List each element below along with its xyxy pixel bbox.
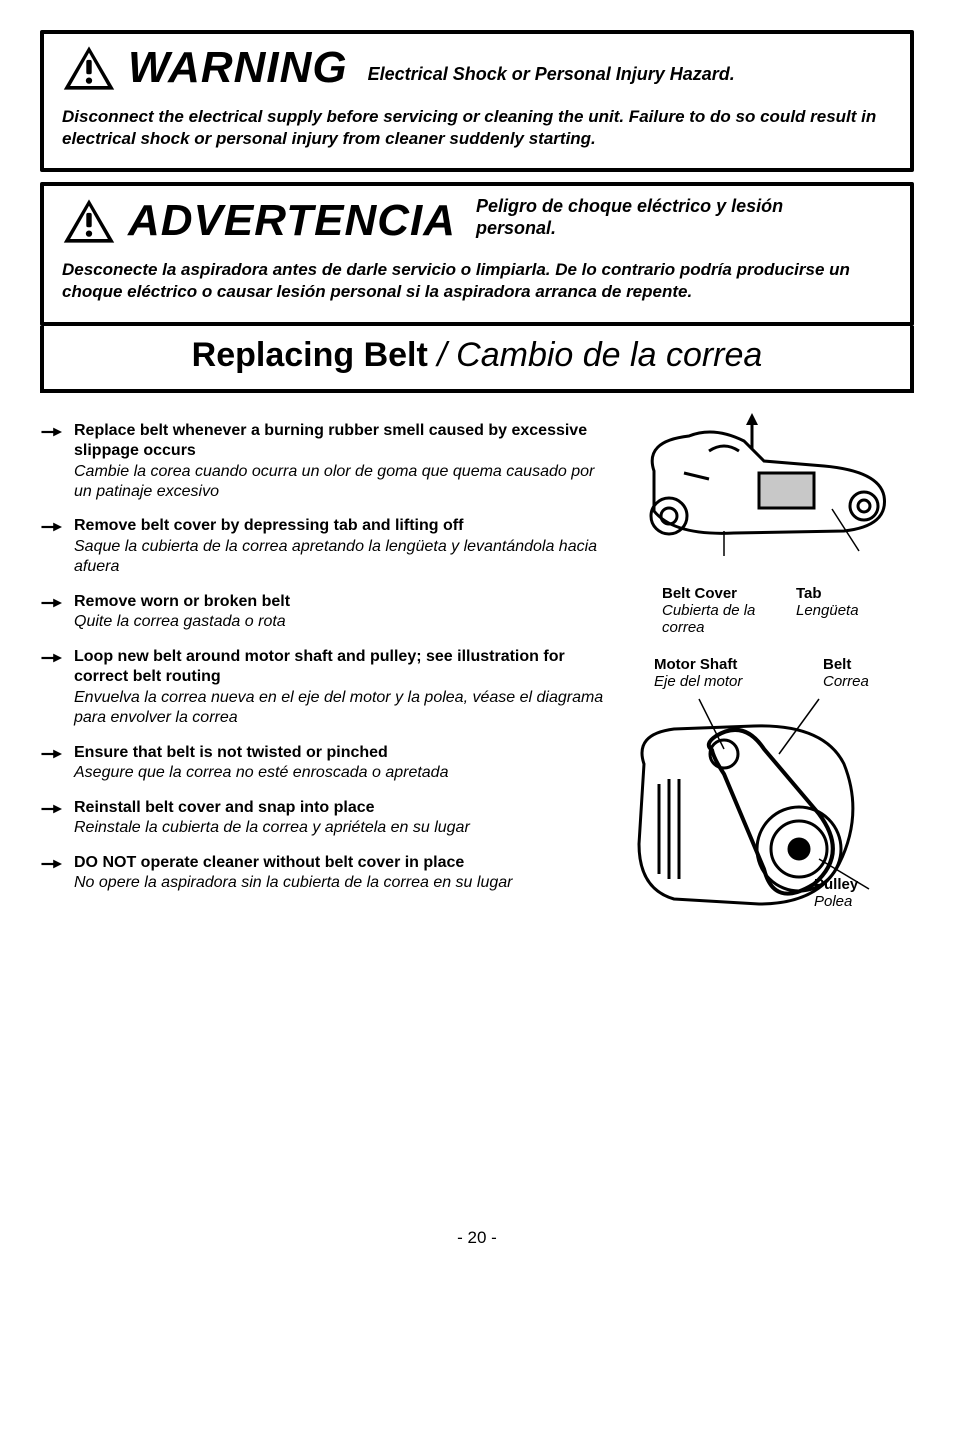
step-text: Ensure that belt is not twisted or pinch…	[74, 743, 448, 784]
warning-header: WARNING Electrical Shock or Personal Inj…	[62, 44, 892, 92]
belt-cover-diagram	[614, 411, 904, 581]
step-bold: DO NOT operate cleaner without belt cove…	[74, 853, 512, 873]
label-italic: Correa	[823, 673, 869, 690]
label-italic: Lengüeta	[796, 602, 859, 619]
label-bold: Pulley	[814, 876, 904, 893]
figures-column: Belt Cover Cubierta de la correa Tab Len…	[614, 411, 914, 978]
figure-belt-routing: Motor Shaft Eje del motor Belt Correa	[614, 656, 914, 958]
bullet-arrow-icon	[40, 856, 62, 872]
warning-subtitle-es: Peligro de choque eléctrico y lesión per…	[476, 196, 816, 239]
page: WARNING Electrical Shock or Personal Inj…	[0, 0, 954, 1278]
step-italic: No opere la aspiradora sin la cubierta d…	[74, 873, 512, 893]
step-text: DO NOT operate cleaner without belt cove…	[74, 853, 512, 894]
step-bold: Replace belt whenever a burning rubber s…	[74, 421, 604, 462]
step-italic: Asegure que la correa no esté enroscada …	[74, 763, 448, 783]
warning-body-es: Desconecte la aspiradora antes de darle …	[62, 259, 892, 303]
steps-column: Replace belt whenever a burning rubber s…	[40, 411, 604, 978]
section-title-bold: Replacing Belt	[192, 336, 428, 374]
step-bold: Reinstall belt cover and snap into place	[74, 798, 470, 818]
bullet-arrow-icon	[40, 595, 62, 611]
warning-title: WARNING	[128, 46, 348, 90]
page-number: - 20 -	[40, 1228, 914, 1248]
label-motor-shaft: Motor Shaft Eje del motor	[654, 656, 759, 690]
bullet-arrow-icon	[40, 746, 62, 762]
label-italic: Polea	[814, 893, 904, 910]
step-text: Reinstall belt cover and snap into place…	[74, 798, 470, 839]
step-italic: Envuelva la correa nueva en el eje del m…	[74, 688, 604, 729]
bullet-arrow-icon	[40, 424, 62, 440]
step-item: Loop new belt around motor shaft and pul…	[40, 647, 604, 729]
warning-title-es: ADVERTENCIA	[128, 199, 456, 243]
step-item: Replace belt whenever a burning rubber s…	[40, 421, 604, 503]
warning-triangle-icon	[62, 44, 116, 92]
warning-header-es: ADVERTENCIA Peligro de choque eléctrico …	[62, 196, 892, 245]
step-item: Remove worn or broken belt Quite la corr…	[40, 592, 604, 633]
bullet-arrow-icon	[40, 519, 62, 535]
step-bold: Remove belt cover by depressing tab and …	[74, 516, 604, 536]
label-bold: Belt Cover	[662, 585, 782, 602]
step-bold: Remove worn or broken belt	[74, 592, 290, 612]
label-belt-cover: Belt Cover Cubierta de la correa	[662, 585, 782, 636]
content-row: Replace belt whenever a burning rubber s…	[40, 411, 914, 978]
warning-body: Disconnect the electrical supply before …	[62, 106, 892, 150]
section-title-sep: /	[428, 336, 456, 374]
step-bold: Ensure that belt is not twisted or pinch…	[74, 743, 448, 763]
warning-box-es: ADVERTENCIA Peligro de choque eléctrico …	[40, 182, 914, 325]
warning-box-en: WARNING Electrical Shock or Personal Inj…	[40, 30, 914, 172]
label-italic: Eje del motor	[654, 673, 759, 690]
bullet-arrow-icon	[40, 801, 62, 817]
step-italic: Reinstale la cubierta de la correa y apr…	[74, 818, 470, 838]
warning-triangle-icon	[62, 197, 116, 245]
figure-belt-cover: Belt Cover Cubierta de la correa Tab Len…	[614, 411, 914, 636]
step-item: Remove belt cover by depressing tab and …	[40, 516, 604, 577]
label-bold: Belt	[823, 656, 869, 673]
step-italic: Saque la cubierta de la correa apretando…	[74, 537, 604, 578]
label-pulley: Pulley Polea	[814, 876, 904, 910]
section-title-italic: Cambio de la correa	[456, 336, 762, 374]
warning-subtitle: Electrical Shock or Personal Injury Haza…	[368, 64, 735, 86]
bullet-arrow-icon	[40, 650, 62, 666]
figure-top-labels: Motor Shaft Eje del motor Belt Correa	[614, 656, 914, 690]
label-tab: Tab Lengüeta	[796, 585, 859, 636]
label-belt: Belt Correa	[823, 656, 869, 690]
step-item: Ensure that belt is not twisted or pinch…	[40, 743, 604, 784]
label-italic: Cubierta de la correa	[662, 602, 782, 636]
label-bold: Tab	[796, 585, 859, 602]
step-bold: Loop new belt around motor shaft and pul…	[74, 647, 604, 688]
step-italic: Quite la correa gastada o rota	[74, 612, 290, 632]
step-text: Replace belt whenever a burning rubber s…	[74, 421, 604, 503]
step-text: Loop new belt around motor shaft and pul…	[74, 647, 604, 729]
figure-labels: Belt Cover Cubierta de la correa Tab Len…	[614, 585, 914, 636]
step-italic: Cambie la corea cuando ocurra un olor de…	[74, 462, 604, 503]
section-title: Replacing Belt / Cambio de la correa	[40, 326, 914, 393]
step-item: DO NOT operate cleaner without belt cove…	[40, 853, 604, 894]
step-item: Reinstall belt cover and snap into place…	[40, 798, 604, 839]
step-text: Remove worn or broken belt Quite la corr…	[74, 592, 290, 633]
step-text: Remove belt cover by depressing tab and …	[74, 516, 604, 577]
label-bold: Motor Shaft	[654, 656, 759, 673]
